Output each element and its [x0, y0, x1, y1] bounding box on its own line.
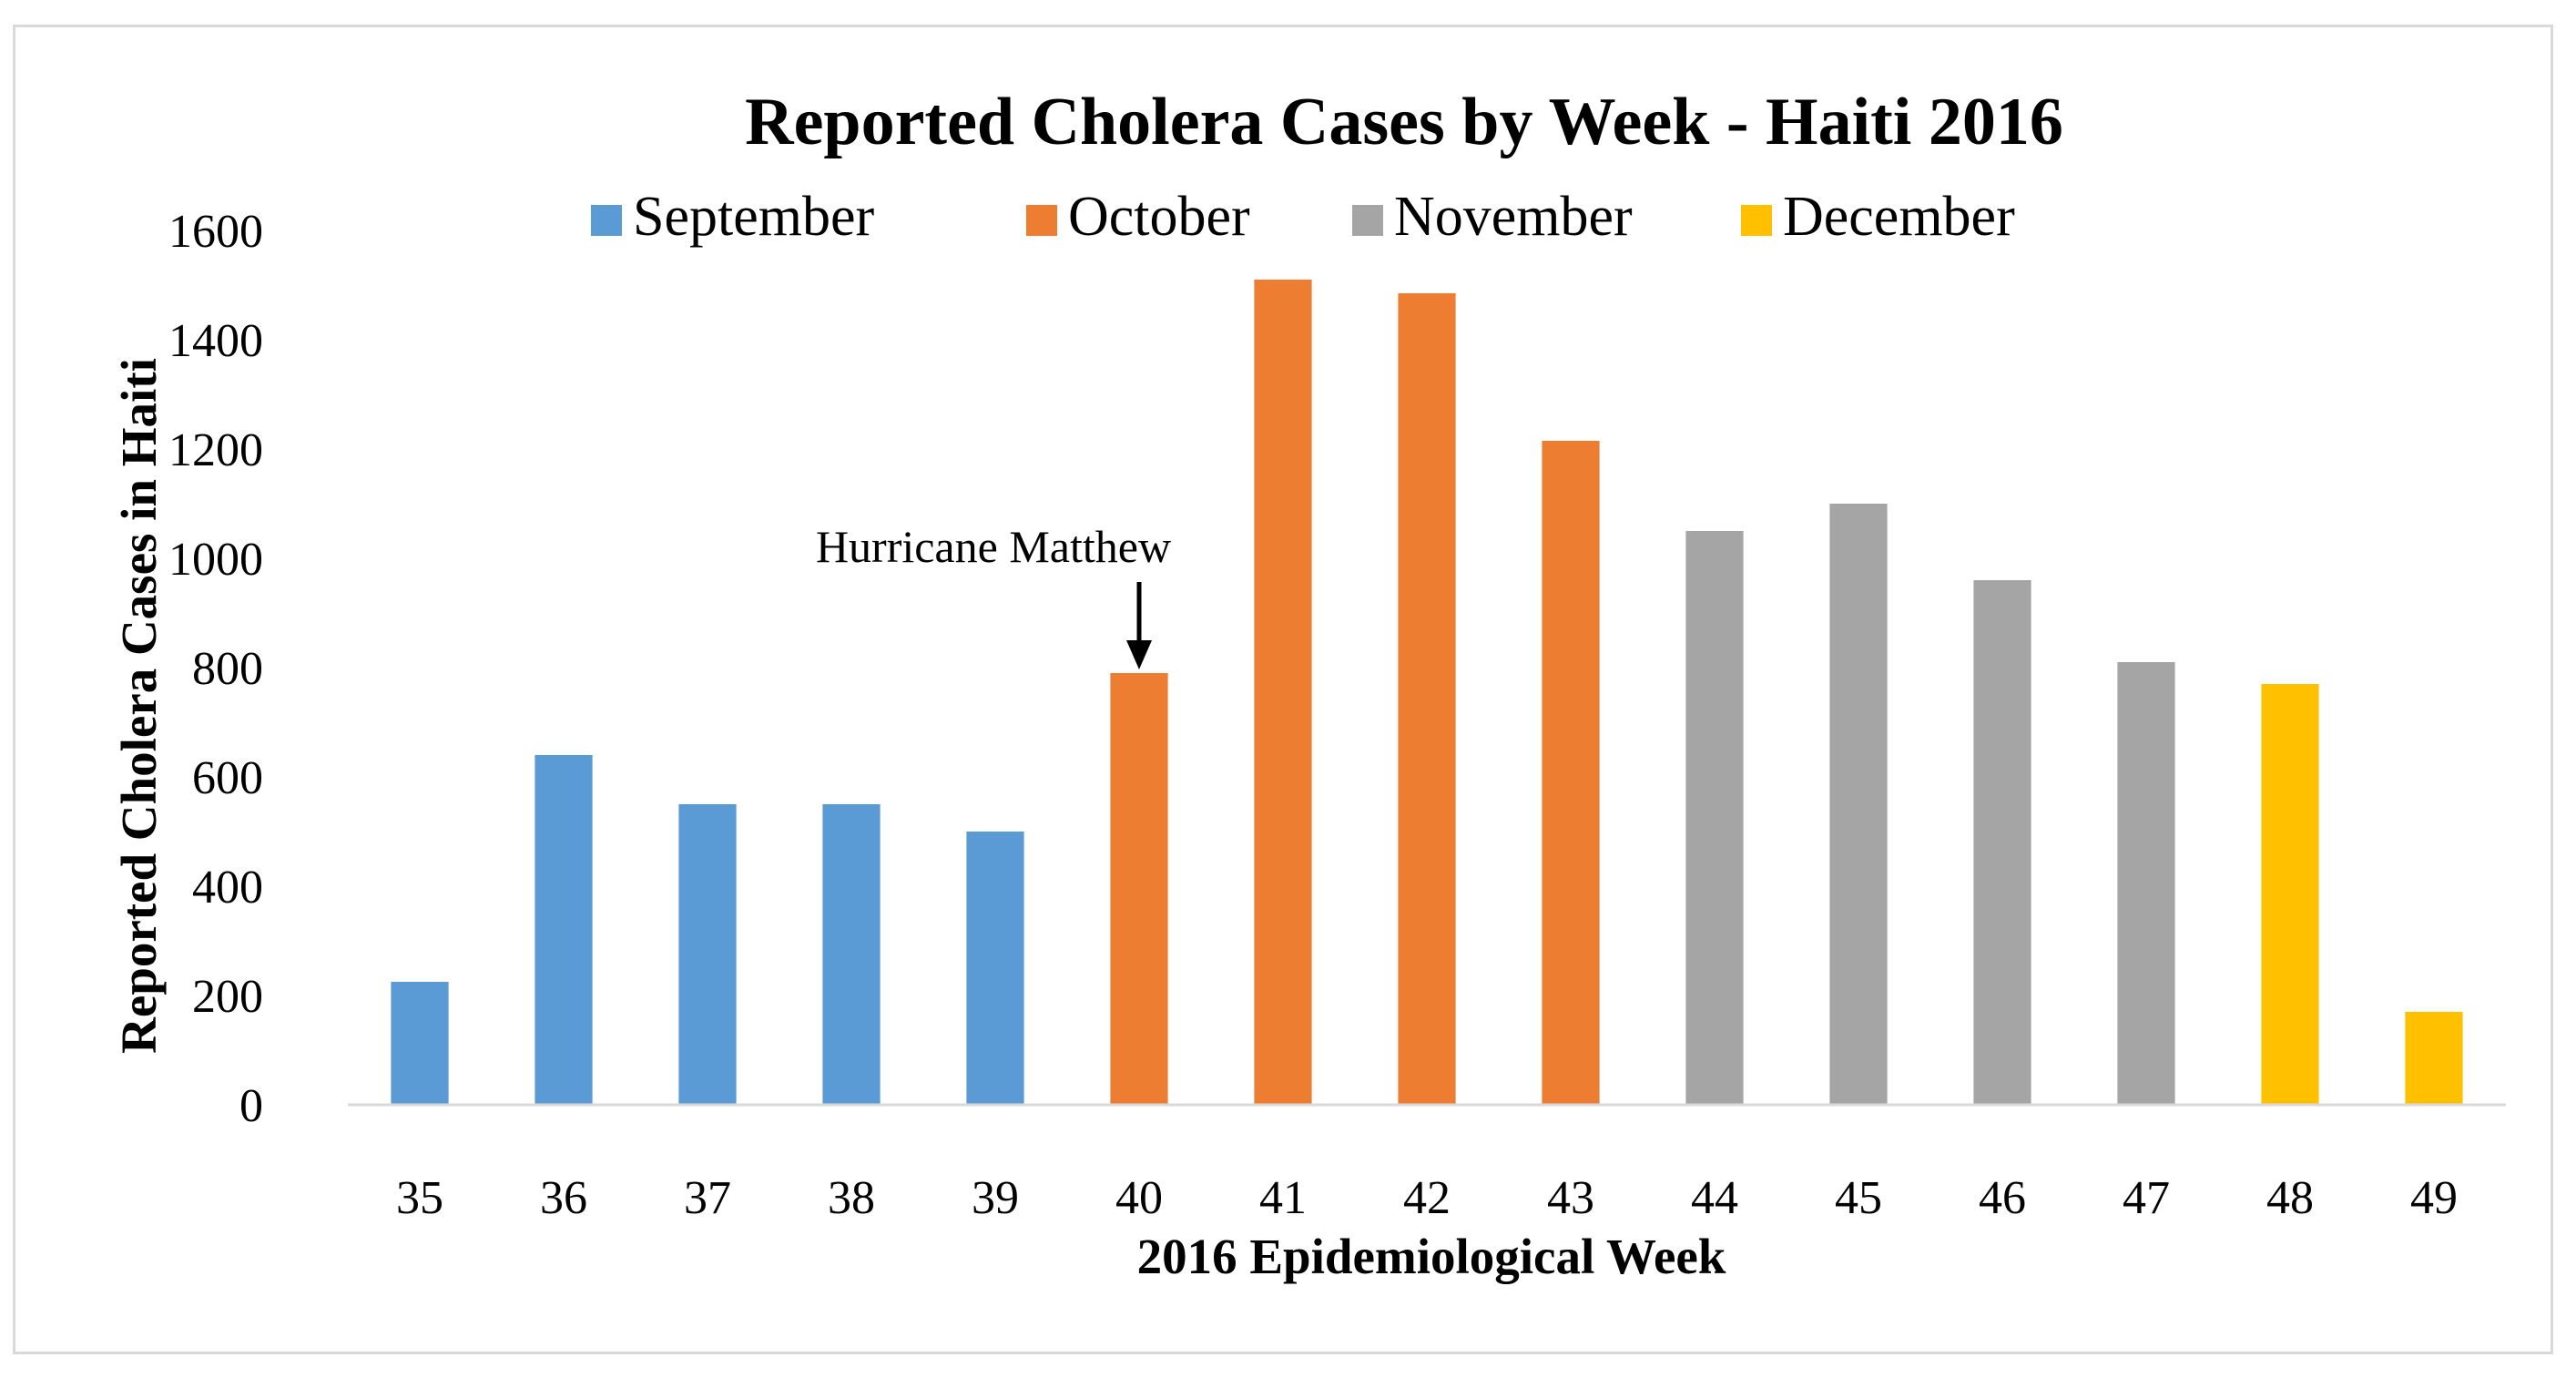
y-tick-label: 1400: [168, 315, 263, 367]
bar-week-48: [2261, 684, 2319, 1105]
legend-label-october: October: [1068, 186, 1250, 248]
bar-week-40: [1110, 673, 1168, 1105]
hurricane-annotation: Hurricane Matthew: [816, 521, 1171, 669]
bar-week-38: [822, 804, 881, 1105]
x-tick-label: 44: [1691, 1172, 1738, 1224]
legend-label-september: September: [633, 186, 874, 248]
bar-week-45: [1829, 504, 1888, 1105]
x-tick-label: 46: [1979, 1172, 2026, 1224]
legend: September October November December: [591, 186, 2015, 248]
bar-week-46: [1973, 580, 2031, 1105]
y-axis-label: Reported Cholera Cases in Haiti: [111, 358, 167, 1054]
legend-label-november: November: [1394, 186, 1633, 248]
bar-chart: Reported Cholera Cases by Week - Haiti 2…: [111, 85, 2506, 1284]
legend-label-december: December: [1783, 186, 2015, 248]
chart-title: Reported Cholera Cases by Week - Haiti 2…: [745, 85, 2063, 159]
legend-swatch-september: [591, 205, 622, 236]
x-tick-label: 43: [1547, 1172, 1594, 1224]
annotation-arrow-head: [1126, 640, 1152, 669]
bar-week-43: [1542, 441, 1600, 1105]
bars: [391, 280, 2463, 1105]
bar-week-47: [2117, 662, 2175, 1105]
x-axis-ticks: 35 36 37 38 39 40 41 42 43 44 45 46 47 48 49: [396, 1172, 2458, 1224]
x-tick-label: 49: [2410, 1172, 2458, 1224]
x-tick-label: 39: [972, 1172, 1019, 1224]
x-tick-label: 47: [2123, 1172, 2170, 1224]
bar-week-41: [1254, 280, 1312, 1105]
chart-frame: Reported Cholera Cases by Week - Haiti 2…: [13, 25, 2553, 1354]
x-tick-label: 38: [828, 1172, 875, 1224]
bar-week-37: [678, 804, 737, 1105]
bar-week-39: [966, 832, 1024, 1105]
x-tick-label: 45: [1835, 1172, 1882, 1224]
legend-swatch-december: [1741, 205, 1772, 236]
y-tick-label: 800: [192, 643, 263, 695]
bar-week-36: [535, 755, 593, 1105]
y-tick-label: 1600: [168, 206, 263, 258]
x-axis-label: 2016 Epidemiological Week: [1137, 1229, 1726, 1284]
y-tick-label: 200: [192, 971, 263, 1023]
bar-week-49: [2405, 1012, 2463, 1105]
y-tick-label: 1200: [168, 424, 263, 476]
x-tick-label: 42: [1403, 1172, 1451, 1224]
annotation-label: Hurricane Matthew: [816, 521, 1171, 572]
y-tick-label: 1000: [168, 534, 263, 586]
x-tick-label: 48: [2266, 1172, 2314, 1224]
x-tick-label: 41: [1259, 1172, 1307, 1224]
x-tick-label: 37: [684, 1172, 731, 1224]
y-tick-label: 0: [239, 1080, 263, 1132]
bar-week-44: [1685, 531, 1744, 1105]
y-tick-label: 600: [192, 752, 263, 804]
bar-week-42: [1398, 293, 1456, 1105]
legend-swatch-october: [1026, 205, 1057, 236]
x-tick-label: 40: [1115, 1172, 1163, 1224]
y-tick-label: 400: [192, 862, 263, 914]
legend-swatch-november: [1352, 205, 1383, 236]
x-tick-label: 35: [396, 1172, 443, 1224]
bar-week-35: [391, 982, 449, 1105]
y-axis-ticks: 0 200 400 600 800 1000 1200 1400 1600: [168, 206, 263, 1132]
x-tick-label: 36: [540, 1172, 587, 1224]
